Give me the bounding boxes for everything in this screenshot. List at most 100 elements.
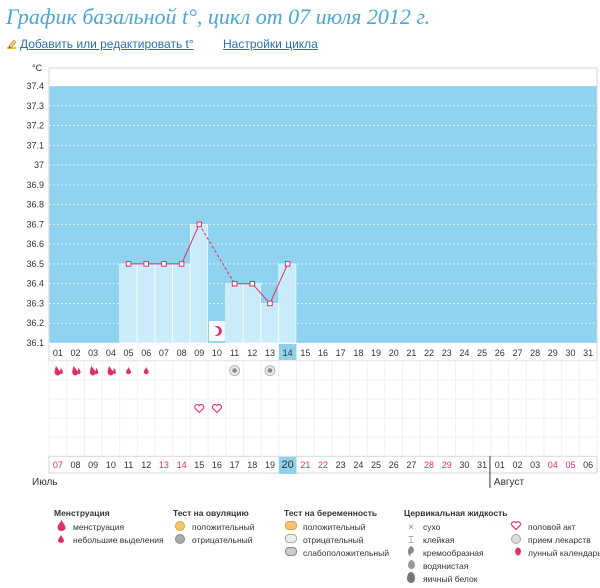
legend-item: положительный bbox=[173, 520, 254, 534]
y-tick-label: 37.4 bbox=[26, 81, 44, 91]
cycle-day-label: 22 bbox=[424, 348, 434, 358]
lunar-calendar-icon bbox=[509, 547, 523, 560]
ovulation-negative-core bbox=[267, 368, 273, 373]
y-tick-label: 36.5 bbox=[26, 259, 44, 269]
month-label-august: Август bbox=[494, 477, 525, 488]
cycle-day-label: 04 bbox=[106, 348, 116, 358]
cycle-day-label: 23 bbox=[442, 348, 452, 358]
heart-icon bbox=[194, 403, 205, 414]
cycle-day-label: 14 bbox=[283, 348, 293, 358]
y-tick-label: 36.1 bbox=[26, 338, 44, 348]
y-tick-label: 36.6 bbox=[26, 239, 44, 249]
y-tick-label: 37.2 bbox=[26, 121, 44, 131]
temperature-point bbox=[178, 261, 185, 267]
legend-title: Тест на беременность bbox=[284, 508, 378, 518]
spotting-icon bbox=[54, 534, 68, 547]
y-tick-label: 37 bbox=[34, 160, 44, 170]
date-label: 07 bbox=[53, 460, 63, 470]
y-tick-label: 37.1 bbox=[26, 140, 44, 150]
temperature-bar bbox=[243, 283, 261, 344]
cycle-day-label: 25 bbox=[477, 348, 487, 358]
legend-item: × сухо bbox=[404, 521, 507, 534]
chart-frame bbox=[48, 67, 598, 474]
date-label: 25 bbox=[371, 460, 381, 470]
menstruation-icon bbox=[54, 365, 61, 376]
cycle-day-label: 21 bbox=[406, 348, 416, 358]
date-label: 09 bbox=[88, 460, 98, 470]
date-label: 11 bbox=[124, 460, 133, 470]
y-ticks: 37.4 37.3 37.2 37.1 37 36.9 36.8 36.7 36.6 36.5 36… bbox=[26, 81, 44, 348]
date-label: 01 bbox=[495, 460, 505, 470]
heart-icon bbox=[509, 521, 523, 534]
cycle-day-label: 17 bbox=[336, 348, 346, 358]
pregnancy-weak-icon bbox=[284, 547, 298, 560]
legend-menstruation: Менструация менструация небольшие выделе… bbox=[54, 508, 164, 547]
cycle-day-label: 02 bbox=[71, 348, 81, 358]
cycle-settings-link[interactable]: Настройки цикла bbox=[223, 37, 318, 51]
date-label: 24 bbox=[353, 460, 363, 470]
cycle-day-label: 26 bbox=[495, 348, 505, 358]
temperature-bar bbox=[278, 263, 297, 344]
date-label: 15 bbox=[194, 460, 204, 470]
sticky-icon: ⌶ bbox=[408, 535, 414, 546]
grid bbox=[48, 67, 598, 474]
ovulation-negative-icon bbox=[173, 533, 187, 548]
menstruation-icon bbox=[72, 365, 79, 376]
y-tick-label: 36.7 bbox=[26, 219, 44, 229]
cycle-day-label: 03 bbox=[88, 348, 98, 358]
cycle-day-label: 30 bbox=[565, 348, 575, 358]
cycle-day-label: 08 bbox=[177, 348, 187, 358]
heart-icon bbox=[211, 403, 222, 414]
legend-item: слабоположительный bbox=[284, 547, 389, 560]
date-label: 19 bbox=[265, 460, 275, 470]
cycle-day-label: 09 bbox=[194, 348, 204, 358]
cycle-day-label: 18 bbox=[353, 348, 363, 358]
legend-item: половой акт bbox=[509, 521, 600, 534]
temperature-point bbox=[231, 280, 238, 287]
pencil-icon bbox=[7, 39, 17, 49]
month-label-july: Июль bbox=[32, 477, 58, 488]
date-label: 12 bbox=[141, 460, 151, 470]
cycle-day-label: 28 bbox=[530, 348, 540, 358]
creamy-icon bbox=[404, 546, 418, 561]
cycle-day-label: 12 bbox=[247, 348, 257, 358]
dry-icon: × bbox=[408, 522, 414, 533]
plot-top-band bbox=[49, 68, 597, 86]
marker-rows bbox=[48, 321, 598, 457]
legend-item: небольшие выделения bbox=[54, 534, 164, 547]
y-axis-unit: °C bbox=[32, 63, 43, 73]
add-temperature-link[interactable]: Добавить или редактировать t° bbox=[20, 37, 194, 51]
date-label: 30 bbox=[459, 460, 469, 470]
lunar-calendar-shade bbox=[210, 326, 219, 336]
temperature-point bbox=[284, 261, 291, 267]
menstruation-icon bbox=[54, 520, 68, 535]
menstruation-drop bbox=[59, 367, 63, 374]
date-label: 21 bbox=[300, 460, 310, 470]
date-label: 31 bbox=[477, 460, 487, 470]
menstruation-drop bbox=[112, 367, 116, 374]
temperature-bar bbox=[154, 263, 173, 344]
bars bbox=[119, 224, 297, 344]
cycle-day-label: 31 bbox=[583, 348, 593, 358]
legend-cervical: Цервикальная жидкость × сухо ⌶ клейкая кре… bbox=[404, 508, 507, 586]
legend-pregnancy: Тест на беременность положительный отриц… bbox=[284, 508, 389, 560]
temperature-bar bbox=[119, 263, 138, 344]
cycle-day-label: 15 bbox=[300, 348, 310, 358]
y-tick-label: 36.8 bbox=[26, 200, 44, 210]
temperature-point bbox=[161, 261, 167, 267]
date-label: 17 bbox=[230, 460, 240, 470]
temperature-point bbox=[196, 221, 203, 228]
legend-item: водянистая bbox=[404, 560, 507, 573]
date-label: 27 bbox=[406, 460, 416, 470]
legend-item: яичный белок bbox=[404, 572, 507, 586]
legend-item: отрицательный bbox=[173, 533, 254, 548]
date-label: 16 bbox=[212, 460, 222, 470]
date-label: 06 bbox=[583, 460, 593, 470]
legend-item: лунный календарь bbox=[509, 547, 600, 560]
y-tick-label: 36.2 bbox=[26, 318, 44, 328]
date-label: 20 bbox=[282, 459, 294, 471]
date-label: 22 bbox=[318, 460, 328, 470]
cycle-day-label: 13 bbox=[265, 348, 275, 358]
date-label: 29 bbox=[442, 460, 452, 470]
temperature-bar bbox=[225, 283, 244, 344]
